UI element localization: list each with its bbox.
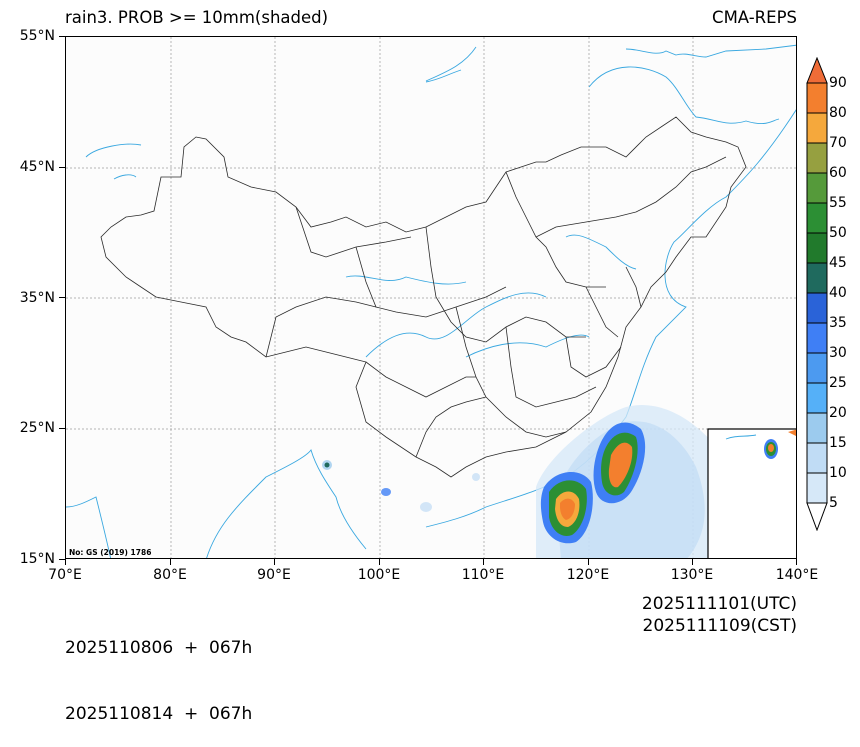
- colorbar-label: 60: [829, 165, 847, 181]
- coastlines: [66, 44, 796, 558]
- y-tick: [59, 297, 65, 298]
- x-tick: [483, 559, 484, 565]
- colorbar: [806, 56, 828, 532]
- colorbar-label: 25: [829, 375, 847, 391]
- valid-time-block: 2025111101(UTC) 2025111109(CST): [642, 593, 797, 637]
- precip-shading-weak: [322, 460, 480, 512]
- x-tick: [170, 559, 171, 565]
- colorbar-label: 40: [829, 285, 847, 301]
- colorbar-label: 20: [829, 405, 847, 421]
- colorbar-label: 35: [829, 315, 847, 331]
- x-tick: [796, 559, 797, 565]
- x-tick-label: 110°E: [461, 567, 505, 583]
- y-tick-label: 35°N: [19, 290, 55, 306]
- colorbar-label: 15: [829, 435, 847, 451]
- gridlines: [66, 37, 796, 558]
- y-tick: [59, 36, 65, 37]
- colorbar-label: 80: [829, 105, 847, 121]
- y-tick: [59, 559, 65, 560]
- x-tick-label: 140°E: [775, 567, 819, 583]
- chart-title: rain3. PROB >= 10mm(shaded): [65, 8, 329, 27]
- init-time-cst: 2025110814 + 067h: [65, 704, 253, 724]
- map-canvas: [66, 37, 796, 558]
- map-approval-number: No: GS (2019) 1786: [69, 548, 152, 557]
- x-tick-label: 130°E: [670, 567, 714, 583]
- y-tick: [59, 167, 65, 168]
- x-tick-label: 90°E: [257, 567, 291, 583]
- x-tick-label: 80°E: [153, 567, 187, 583]
- valid-time-utc: 2025111101(UTC): [641, 594, 797, 614]
- x-tick: [692, 559, 693, 565]
- colorbar-label: 5: [829, 495, 838, 511]
- y-tick-label: 25°N: [19, 420, 55, 436]
- colorbar-label: 90: [829, 75, 847, 91]
- init-time-utc: 2025110806 + 067h: [65, 638, 253, 658]
- x-tick: [588, 559, 589, 565]
- province-borders: [100, 116, 747, 478]
- map-panel: [65, 36, 797, 559]
- colorbar-swatches: [806, 56, 828, 532]
- colorbar-label: 30: [829, 345, 847, 361]
- y-tick-label: 45°N: [19, 159, 55, 175]
- x-tick: [274, 559, 275, 565]
- valid-time-cst: 2025111109(CST): [642, 616, 797, 636]
- y-tick-label: 55°N: [19, 28, 55, 44]
- scs-inset: [707, 428, 796, 558]
- colorbar-label: 55: [829, 195, 847, 211]
- x-tick: [379, 559, 380, 565]
- x-tick: [65, 559, 66, 565]
- model-name: CMA-REPS: [712, 8, 797, 27]
- colorbar-label: 10: [829, 465, 847, 481]
- precip-shading-typhoon: [536, 405, 746, 558]
- colorbar-label: 70: [829, 135, 847, 151]
- y-tick: [59, 428, 65, 429]
- colorbar-label: 50: [829, 225, 847, 241]
- colorbar-label: 45: [829, 255, 847, 271]
- x-tick-label: 120°E: [566, 567, 610, 583]
- y-tick-label: 15°N: [19, 551, 55, 567]
- init-time-block: 2025110806 + 067h 2025110814 + 067h: [65, 593, 252, 747]
- x-tick-label: 70°E: [48, 567, 82, 583]
- x-tick-label: 100°E: [357, 567, 401, 583]
